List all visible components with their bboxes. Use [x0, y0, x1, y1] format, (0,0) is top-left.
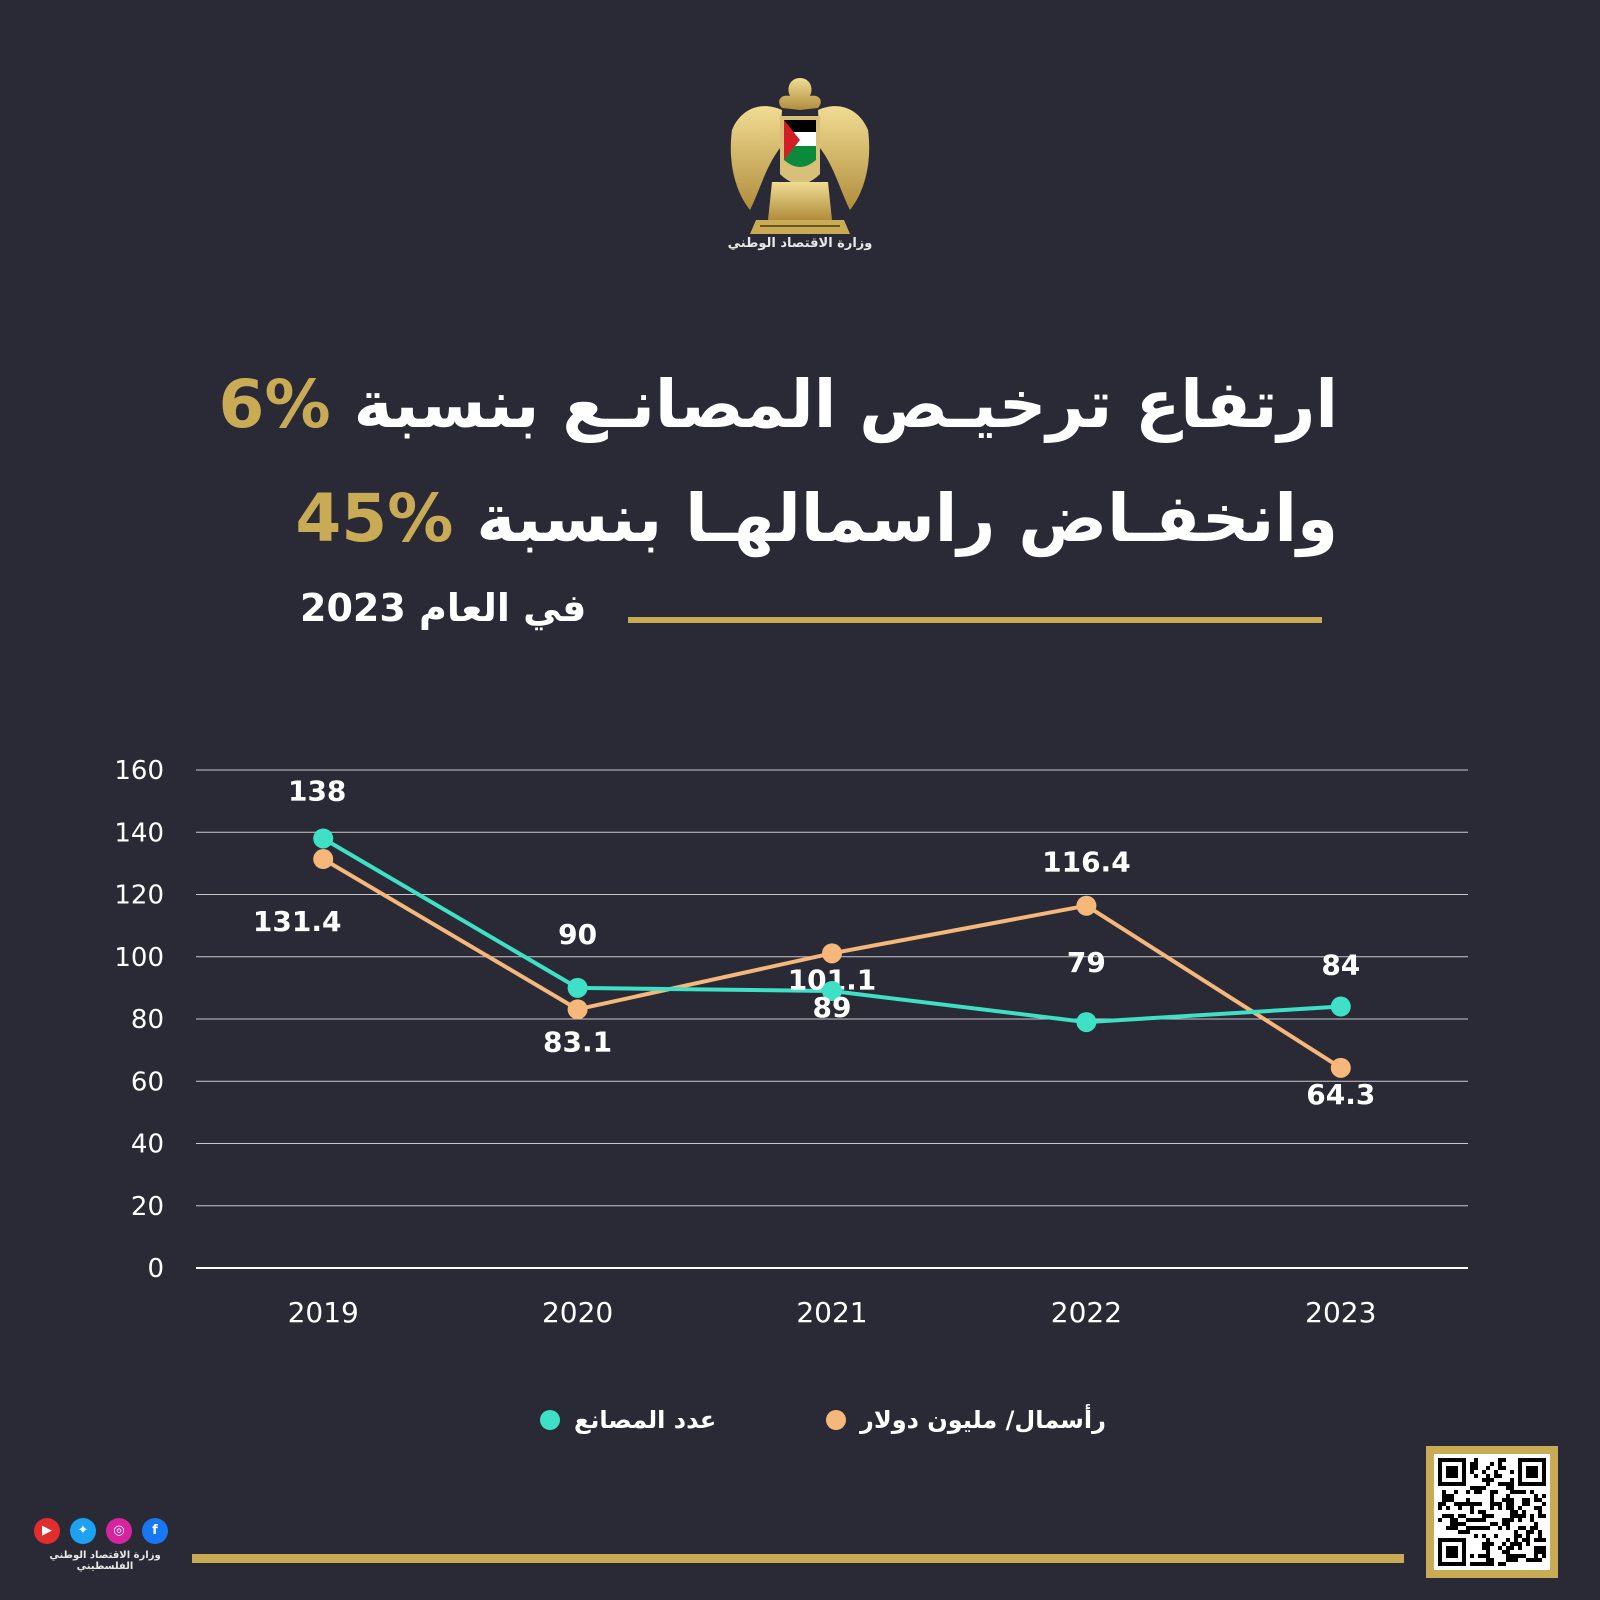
data-label: 79: [1067, 946, 1106, 979]
y-tick-label: 120: [114, 881, 164, 911]
data-point: [822, 980, 842, 1001]
social-label: وزارة الاقتصاد الوطني الفلسطيني: [49, 1550, 161, 1572]
data-point: [313, 849, 334, 870]
data-point: [1330, 1057, 1351, 1078]
subtitle: في العام 2023: [300, 586, 587, 630]
data-label: 64.3: [1306, 1078, 1375, 1111]
headline-line-1-value: %6: [218, 366, 331, 443]
x-tick-label: 2022: [1051, 1296, 1122, 1329]
line-chart: 0 20 40 60 80 100 120 140 160 2019 2020 2021 2022 202…: [114, 756, 1468, 1329]
headline-line-2: وانخفـاض راسمالهـا بنسبة %45: [295, 486, 1338, 552]
data-point: [313, 828, 334, 849]
legend-dot-capital: [826, 1410, 846, 1430]
data-label: 89: [813, 991, 852, 1024]
legend-item-capital: رأسمال/ مليون دولار: [826, 1406, 1106, 1434]
footer-divider: [192, 1554, 1404, 1563]
y-tick-label: 20: [131, 1192, 164, 1222]
y-tick-label: 140: [114, 818, 164, 848]
data-label: 84: [1321, 949, 1360, 982]
data-label: 90: [558, 918, 597, 951]
subtitle-divider: [628, 617, 1322, 623]
data-point: [1330, 996, 1351, 1017]
x-tick-label: 2021: [796, 1296, 867, 1329]
headline-line-1-text: ارتفاع ترخيـص المصانـع بنسبة: [353, 366, 1338, 443]
legend-label-capital: رأسمال/ مليون دولار: [860, 1406, 1106, 1434]
x-tick-label: 2023: [1305, 1296, 1376, 1329]
y-tick-label: 40: [131, 1130, 164, 1160]
social-icons: ▶ ✦ ◎ f: [34, 1518, 184, 1544]
instagram-icon[interactable]: ◎: [106, 1518, 132, 1544]
y-tick-label: 0: [147, 1254, 164, 1284]
qr-code-icon[interactable]: [1426, 1446, 1558, 1578]
twitter-icon[interactable]: ✦: [70, 1518, 96, 1544]
x-tick-label: 2019: [288, 1296, 359, 1329]
data-label: 138: [288, 774, 346, 807]
y-tick-label: 160: [114, 756, 164, 786]
y-tick-label: 80: [131, 1005, 164, 1035]
y-tick-label: 60: [131, 1067, 164, 1097]
ministry-name: وزارة الاقتصاد الوطني: [727, 236, 873, 251]
qr-code-pattern: [1434, 1454, 1550, 1570]
data-point: [822, 943, 842, 964]
data-label: 116.4: [1042, 846, 1131, 879]
data-point: [1076, 895, 1097, 916]
data-point: [1076, 1012, 1097, 1033]
data-point: [567, 977, 588, 998]
legend-dot-factories: [540, 1410, 560, 1430]
legend-item-factories: عدد المصانع: [540, 1406, 716, 1434]
y-tick-label: 100: [114, 943, 164, 973]
facebook-icon[interactable]: f: [142, 1518, 168, 1544]
data-label: 83.1: [543, 1025, 612, 1058]
headline-line-2-value: %45: [295, 480, 454, 557]
data-point: [567, 999, 588, 1020]
youtube-icon[interactable]: ▶: [34, 1518, 60, 1544]
x-tick-label: 2020: [542, 1296, 613, 1329]
headline-line-1: ارتفاع ترخيـص المصانـع بنسبة %6: [219, 372, 1338, 438]
headline-line-2-text: وانخفـاض راسمالهـا بنسبة: [476, 480, 1338, 557]
data-label: 131.4: [253, 905, 342, 938]
palestine-eagle-emblem-icon: [730, 78, 870, 234]
legend-label-factories: عدد المصانع: [574, 1406, 717, 1434]
